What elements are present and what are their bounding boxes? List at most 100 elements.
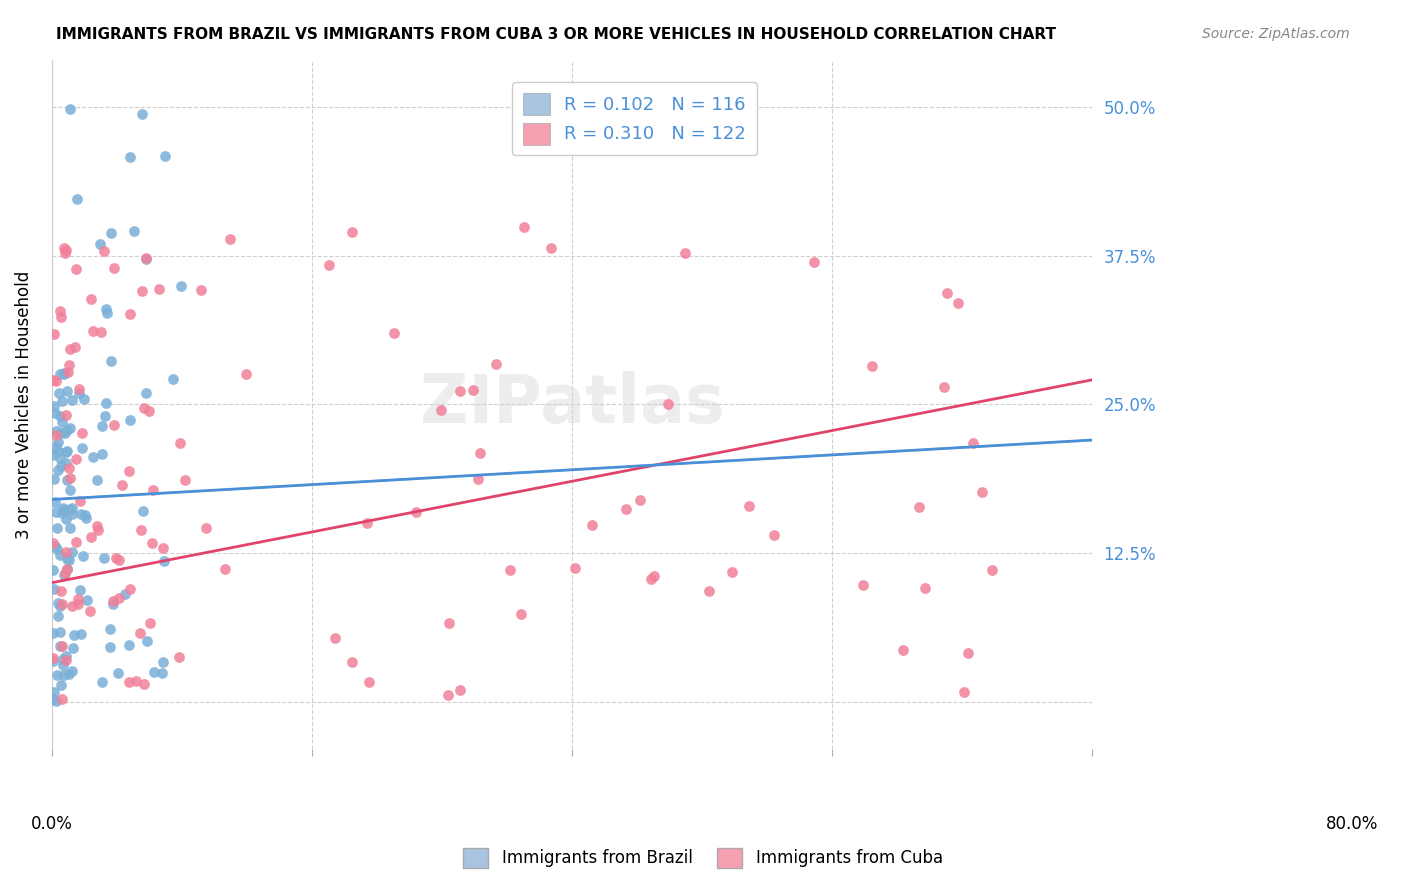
Point [153, 554, 176, 568]
Point [46, 608, 69, 623]
Point [131, 284, 153, 298]
Point [55, 512, 77, 526]
Point [914, 581, 936, 595]
Point [69, 508, 91, 522]
Point [93, 244, 115, 259]
Point [42, 448, 65, 462]
Point [118, 413, 141, 427]
Point [509, 607, 531, 621]
Point [86, 519, 108, 533]
Point [72, 442, 94, 456]
Point [100, 226, 122, 240]
Point [437, 689, 460, 703]
Point [214, 562, 236, 576]
Point [51, 506, 73, 520]
Point [153, 149, 176, 163]
Point [73, 392, 96, 406]
Point [60, 507, 83, 521]
Point [56, 384, 79, 399]
Point [82, 324, 104, 338]
Point [55, 444, 77, 458]
Point [42, 399, 65, 413]
Point [100, 353, 122, 368]
Point [63, 627, 86, 641]
Point [53, 566, 76, 581]
Point [46, 521, 69, 535]
Point [105, 551, 128, 566]
Point [49, 599, 72, 614]
Point [103, 260, 125, 275]
Point [134, 677, 156, 691]
Legend: Immigrants from Brazil, Immigrants from Cuba: Immigrants from Brazil, Immigrants from … [457, 841, 949, 875]
Point [48, 385, 70, 400]
Point [118, 150, 141, 164]
Point [103, 597, 125, 611]
Point [45, 374, 67, 388]
Point [56, 561, 79, 575]
Point [49, 583, 72, 598]
Point [59, 342, 82, 356]
Point [697, 583, 720, 598]
Point [42, 582, 65, 597]
Point [87, 523, 110, 537]
Point [957, 646, 980, 660]
Point [449, 384, 471, 399]
Point [962, 436, 984, 450]
Point [79, 604, 101, 618]
Point [540, 241, 562, 255]
Point [56, 552, 79, 566]
Point [46, 434, 69, 449]
Point [616, 501, 638, 516]
Point [135, 251, 157, 265]
Point [51, 598, 73, 612]
Text: Source: ZipAtlas.com: Source: ZipAtlas.com [1202, 27, 1350, 41]
Point [49, 310, 72, 324]
Point [58, 461, 80, 475]
Point [46, 596, 69, 610]
Point [142, 483, 165, 498]
Point [49, 548, 72, 562]
Point [953, 685, 976, 699]
Point [450, 683, 472, 698]
Point [60, 393, 83, 408]
Point [80, 530, 103, 544]
Point [60, 664, 83, 678]
Point [129, 523, 152, 537]
Point [56, 561, 79, 575]
Point [56, 473, 79, 487]
Point [73, 508, 96, 523]
Point [48, 451, 70, 466]
Point [657, 397, 679, 411]
Point [107, 666, 129, 681]
Point [44, 472, 66, 486]
Point [118, 465, 141, 479]
Point [49, 304, 72, 318]
Point [325, 631, 347, 645]
Point [67, 382, 90, 396]
Point [63, 339, 86, 353]
Point [152, 655, 174, 669]
Point [49, 678, 72, 692]
Point [51, 415, 73, 429]
Point [430, 403, 453, 417]
Point [135, 252, 157, 266]
Point [53, 425, 76, 440]
Point [42, 650, 65, 665]
Point [51, 639, 73, 653]
Point [90, 419, 112, 434]
Point [167, 650, 190, 665]
Point [131, 106, 153, 120]
Point [118, 582, 141, 596]
Point [60, 544, 83, 558]
Point [66, 592, 89, 607]
Point [49, 458, 72, 473]
Point [103, 418, 125, 433]
Point [76, 592, 98, 607]
Point [170, 278, 193, 293]
Point [128, 625, 150, 640]
Point [89, 237, 111, 252]
Point [138, 403, 160, 417]
Point [96, 301, 118, 316]
Point [49, 409, 72, 423]
Point [150, 666, 173, 681]
